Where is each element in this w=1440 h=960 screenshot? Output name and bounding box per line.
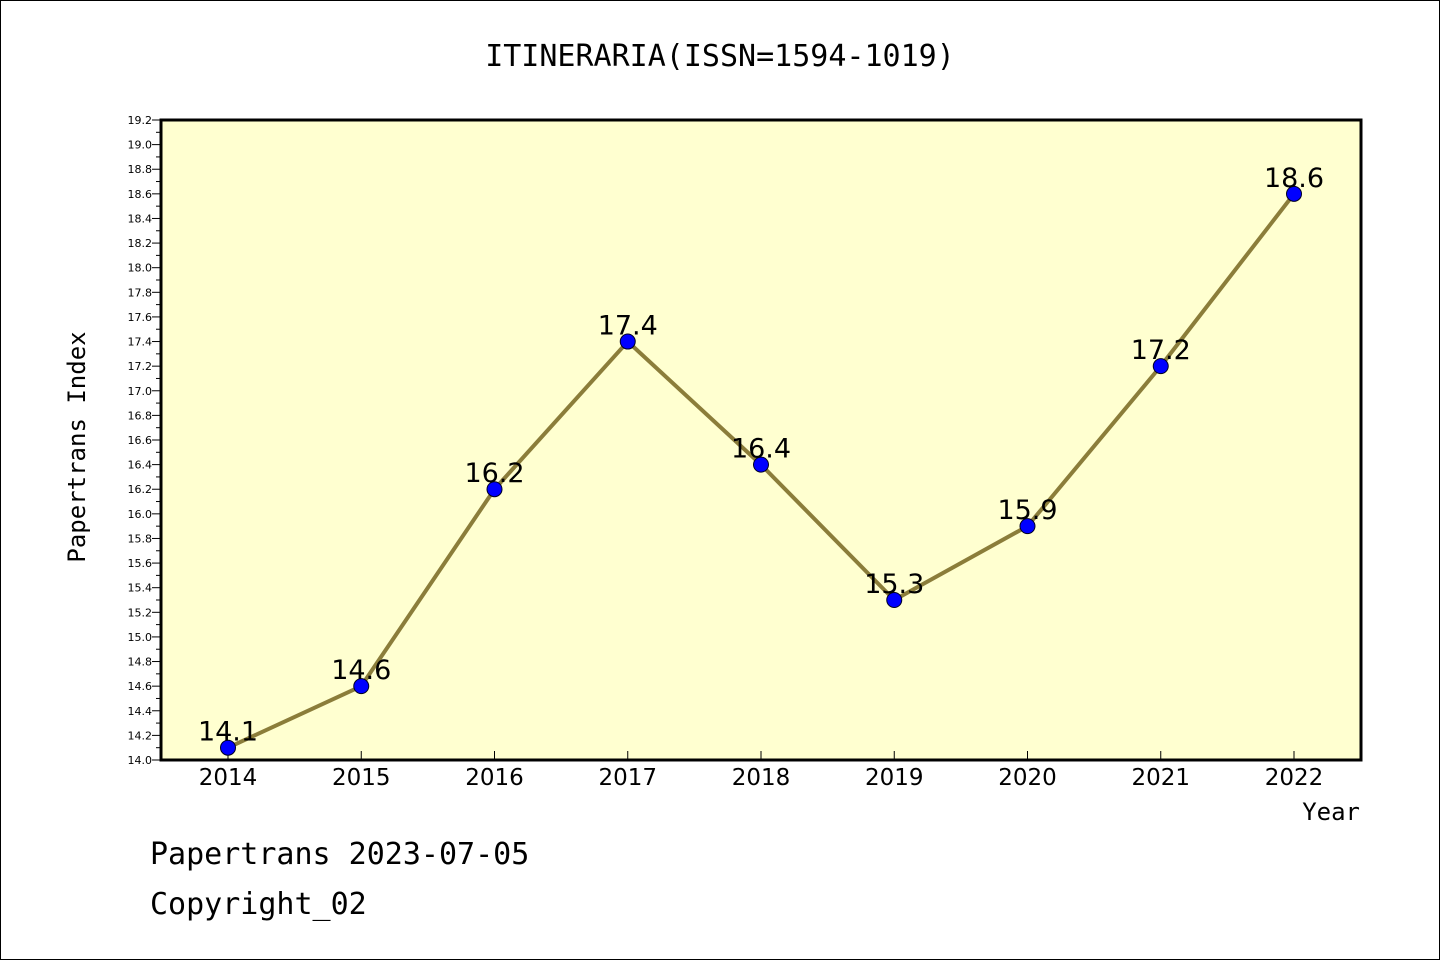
data-label: 15.3 [864,569,924,600]
y-tick-label: 14.2 [128,729,153,742]
data-label: 16.2 [464,458,524,489]
data-point [220,739,236,756]
plot-border [159,118,1363,762]
data-point [619,333,636,350]
x-tick-label: 2016 [465,765,524,791]
x-tick-label: 2021 [1131,765,1190,791]
y-tick-label: 19.2 [128,114,153,127]
y-tick-label: 14.4 [128,705,153,718]
y-tick-label: 18.0 [128,262,153,275]
y-tick-label: 14.8 [128,656,153,669]
data-point [886,592,903,608]
data-label: 18.6 [1264,163,1324,194]
x-axis: 2014 2015 2016 2017 2018 2019 2020 2021 2022 [199,751,1324,791]
data-point [1019,518,1036,535]
y-tick-label: 16.4 [128,459,153,472]
y-tick-label: 15.0 [128,631,153,644]
x-tick-label: 2020 [998,765,1057,791]
y-tick-label: 15.8 [128,532,153,545]
x-tick-label: 2018 [732,765,791,791]
data-point [486,481,503,498]
x-axis-label: Year [1302,798,1360,826]
y-tick-label: 18.4 [128,212,153,225]
y-tick-label: 17.2 [128,360,153,373]
data-label: 16.4 [731,434,791,465]
data-labels: 14.1 14.6 16.2 17.4 16.4 15.3 15.9 17.2 18.6 [198,163,1324,748]
x-tick-label: 2015 [332,765,391,791]
y-axis: 14.0 14.2 14.4 14.6 14.8 15.0 15.2 15.4 15.6 15.8… [128,114,161,767]
plot-area [161,120,1361,760]
data-point [753,456,769,473]
data-label: 15.9 [997,495,1057,526]
data-point [1152,358,1169,375]
y-tick-label: 17.4 [128,336,153,349]
footer-copyright: Copyright_02 [150,887,367,922]
y-tick-label: 17.8 [128,286,153,299]
y-tick-label: 18.8 [128,163,153,176]
x-tick-label: 2014 [199,765,258,791]
y-tick-label: 15.4 [128,582,153,595]
y-axis-label: Papertrans Index [63,331,91,562]
y-tick-label: 18.2 [128,237,153,250]
footer-date: Papertrans 2023-07-05 [150,837,529,872]
data-label: 17.2 [1131,335,1191,366]
y-tick-label: 14.6 [128,680,153,693]
y-tick-label: 19.0 [128,139,153,152]
y-tick-label: 16.2 [128,483,153,496]
x-tick-label: 2017 [598,765,657,791]
y-tick-label: 17.6 [128,311,153,324]
y-tick-label: 17.0 [128,385,153,398]
data-point [353,678,370,695]
y-tick-label: 16.8 [128,409,153,422]
y-tick-label: 16.6 [128,434,153,447]
data-point [1286,185,1302,202]
y-tick-label: 14.0 [128,754,153,767]
y-tick-label: 16.0 [128,508,153,521]
series-papertrans-index [220,185,1302,756]
y-tick-label: 18.6 [128,188,153,201]
data-label: 14.1 [198,717,258,748]
y-tick-label: 15.6 [128,557,153,570]
x-tick-label: 2019 [865,765,924,791]
chart-title: ITINERARIA(ISSN=1594-1019) [485,39,955,74]
x-tick-label: 2022 [1265,765,1324,791]
data-label: 14.6 [331,655,391,686]
data-label: 17.4 [598,311,658,342]
y-tick-label: 15.2 [128,606,153,619]
